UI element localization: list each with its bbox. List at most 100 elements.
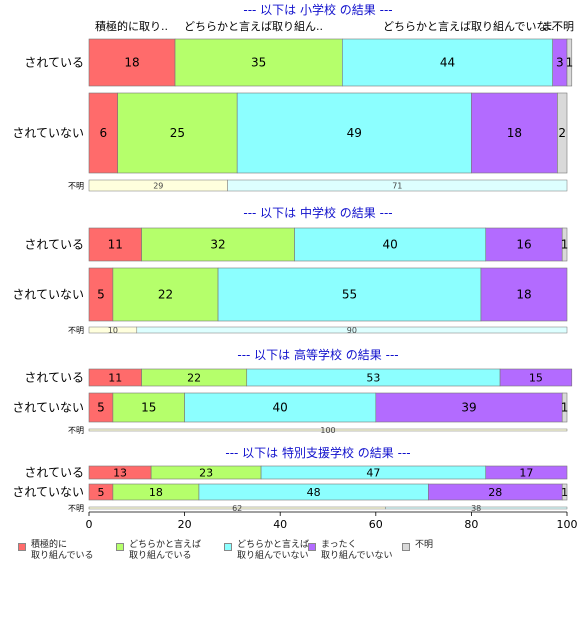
row-label: されている <box>24 56 84 70</box>
row-label: されていない <box>12 401 84 415</box>
bar-segment <box>471 92 558 174</box>
data-label: 5 <box>97 486 104 499</box>
bar-segment <box>561 483 568 501</box>
data-label: 18 <box>149 486 163 499</box>
x-tick-label: 60 <box>369 518 383 531</box>
bar-segment <box>294 227 487 262</box>
legend-label: 積極的に 取り組んでいる <box>31 540 94 561</box>
panel-title: --- 以下は 特別支援学校 の結果 --- <box>225 445 410 460</box>
legend-swatch <box>308 543 316 551</box>
bar-segment <box>485 227 563 262</box>
header-label: ま <box>542 20 553 33</box>
row-label: されている <box>24 371 84 385</box>
data-label: 25 <box>170 126 185 140</box>
unknown-bar-segment <box>88 428 568 432</box>
bar-segment <box>117 92 238 174</box>
bar-segment <box>480 267 568 322</box>
bar-segment <box>561 227 568 262</box>
legend-swatch <box>116 543 124 551</box>
unknown-bar-segment <box>136 326 568 334</box>
data-label: 3 <box>556 56 564 70</box>
data-label: 44 <box>440 56 455 70</box>
data-label: 16 <box>516 238 531 252</box>
data-label: 35 <box>251 56 266 70</box>
x-tick-label: 40 <box>273 518 287 531</box>
data-label: 28 <box>488 486 502 499</box>
unknown-data-label: 100 <box>320 426 335 435</box>
row-label: されている <box>24 466 84 480</box>
unknown-row-label: 不明 <box>68 426 84 435</box>
data-label: 53 <box>366 372 380 385</box>
legend-label: 不明 <box>415 540 434 550</box>
data-label: 55 <box>342 288 357 302</box>
unknown-bar-segment <box>227 179 568 192</box>
unknown-data-label: 90 <box>347 326 357 335</box>
unknown-data-label: 71 <box>392 182 402 191</box>
data-label: 49 <box>347 126 362 140</box>
data-label: 32 <box>210 238 225 252</box>
legend-swatch <box>224 543 232 551</box>
legend-label: どちらかと言えば 取り組んでいない <box>237 540 310 561</box>
data-label: 11 <box>108 372 122 385</box>
row-label: されている <box>24 238 84 252</box>
bar-segment <box>88 227 142 262</box>
bar-segment <box>174 38 343 87</box>
data-label: 1 <box>566 56 574 70</box>
header-label: 積極的に取り.. <box>95 19 168 33</box>
legend-swatch <box>402 543 410 551</box>
data-label: 2 <box>558 126 566 140</box>
bar-segment <box>112 392 185 423</box>
data-label: 18 <box>516 288 531 302</box>
data-label: 15 <box>529 372 543 385</box>
data-label: 15 <box>141 401 156 415</box>
unknown-data-label: 62 <box>232 504 242 513</box>
data-label: 18 <box>507 126 522 140</box>
data-label: 11 <box>108 238 123 252</box>
data-label: 40 <box>382 238 397 252</box>
row-label: されていない <box>12 288 84 302</box>
unknown-row-label: 不明 <box>68 326 84 335</box>
unknown-bar-segment <box>385 506 568 510</box>
header-label: どちらかと言えば取り組んでいな.. <box>383 20 554 33</box>
bar-segment <box>236 92 472 174</box>
bar-segment <box>561 392 568 423</box>
panel-title: --- 以下は 高等学校 の結果 --- <box>237 347 398 362</box>
chart-legend: 積極的に 取り組んでいる どちらかと言えば 取り組んでいる どちらかと言えば 取り組… <box>18 540 578 568</box>
data-label: 5 <box>97 288 105 302</box>
bar-segment <box>485 465 568 480</box>
data-label: 17 <box>519 467 533 480</box>
row-label: されていない <box>12 485 84 499</box>
unknown-row-label: 不明 <box>68 504 84 513</box>
data-label: 6 <box>100 126 108 140</box>
x-tick-label: 80 <box>464 518 478 531</box>
x-tick-label: 0 <box>86 518 93 531</box>
unknown-data-label: 10 <box>108 326 118 335</box>
data-label: 47 <box>366 467 380 480</box>
data-label: 39 <box>461 401 476 415</box>
header-label: 不明 <box>552 20 574 33</box>
header-label: どちらかと言えば取り組ん.. <box>184 20 323 33</box>
data-label: 22 <box>158 288 173 302</box>
x-tick-label: 20 <box>178 518 192 531</box>
data-label: 48 <box>307 486 321 499</box>
bar-segment <box>88 92 118 174</box>
legend-swatch <box>18 543 26 551</box>
data-label: 1 <box>561 401 569 415</box>
data-label: 40 <box>273 401 288 415</box>
x-tick-label: 100 <box>557 518 578 531</box>
unknown-data-label: 29 <box>153 182 163 191</box>
bar-segment <box>375 392 563 423</box>
panel-title: --- 以下は 中学校 の結果 --- <box>243 205 392 220</box>
bar-segment <box>88 38 176 87</box>
bar-segment <box>566 38 573 87</box>
unknown-row-label: 不明 <box>68 182 84 191</box>
data-label: 1 <box>561 238 569 252</box>
legend-label: どちらかと言えば 取り組んでいる <box>129 540 202 561</box>
legend-label: まったく 取り組んでいない <box>321 540 393 561</box>
stacked-bar-chart: 積極的に取り.. どちらかと言えば取り組ん.. どちらかと言えば取り組んでいな..ま… <box>12 2 578 531</box>
panel-title: --- 以下は 小学校 の結果 --- <box>243 2 392 17</box>
bar-segment <box>141 227 295 262</box>
row-label: されていない <box>12 126 84 140</box>
bar-segment <box>557 92 568 174</box>
data-label: 13 <box>113 467 127 480</box>
